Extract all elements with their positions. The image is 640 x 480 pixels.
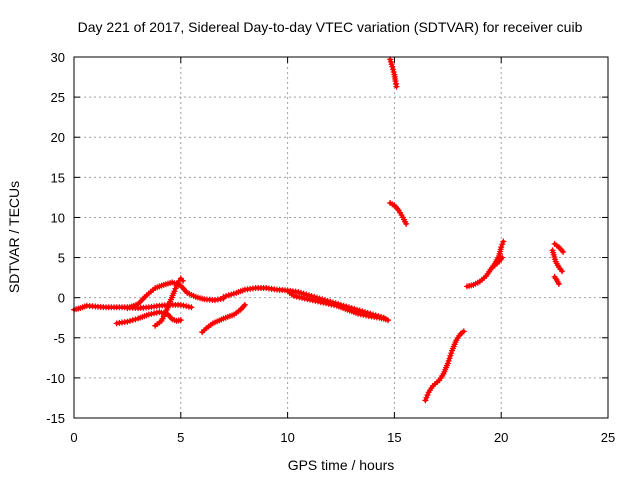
y-tick-label: -10 — [46, 371, 65, 386]
data-point — [145, 311, 152, 318]
series-arc-14 — [549, 247, 566, 275]
data-point — [309, 297, 316, 304]
data-point — [390, 68, 397, 75]
data-point — [555, 281, 562, 288]
series-arc-15 — [551, 273, 562, 288]
x-axis-title: GPS time / hours — [288, 457, 395, 473]
y-tick-label: 10 — [51, 210, 65, 225]
data-point — [188, 304, 195, 311]
data-point — [304, 296, 311, 303]
data-point — [124, 318, 131, 325]
data-point — [303, 291, 310, 298]
data-point — [297, 289, 304, 296]
grid — [74, 57, 608, 418]
series-arc-4 — [152, 275, 186, 329]
series-arc-11 — [464, 238, 507, 290]
data-point — [241, 301, 248, 308]
data-point — [499, 254, 506, 261]
data-point — [460, 328, 467, 335]
series-arc-9 — [387, 200, 410, 227]
data-point — [177, 301, 184, 308]
series-arc-2 — [113, 309, 184, 327]
data-point — [500, 238, 507, 245]
data-point — [173, 282, 180, 289]
x-tick-label: 5 — [177, 430, 184, 445]
data-point — [148, 310, 155, 317]
data-point — [183, 303, 190, 310]
data-point — [185, 303, 192, 310]
data-point — [393, 83, 400, 90]
data-point — [291, 293, 298, 300]
data-point — [424, 392, 431, 399]
data-point — [325, 300, 332, 307]
data-point — [382, 316, 389, 323]
data-point — [308, 293, 315, 300]
data-point — [171, 288, 178, 295]
y-tick-label: 30 — [51, 50, 65, 65]
series-arc-7 — [284, 288, 389, 323]
data-point — [132, 316, 139, 323]
series-arc-8 — [387, 56, 400, 90]
chart-title: Day 221 of 2017, Sidereal Day-to-day VTE… — [78, 19, 583, 35]
data-point — [307, 296, 314, 303]
data-point — [180, 302, 187, 309]
x-tick-label: 10 — [280, 430, 294, 445]
x-tick-label: 15 — [387, 430, 401, 445]
data-point — [305, 292, 312, 299]
data-point — [328, 301, 335, 308]
data-point — [423, 394, 430, 401]
series-arc-10 — [422, 328, 467, 404]
data-point — [296, 294, 303, 301]
x-tick-label: 0 — [70, 430, 77, 445]
data-point — [560, 248, 567, 255]
data-point — [323, 300, 330, 307]
data-point — [363, 312, 370, 319]
data-point — [300, 290, 307, 297]
data-point — [331, 302, 338, 309]
y-axis-title: SDTVAR / TECUs — [6, 181, 22, 293]
x-tick-label: 20 — [494, 430, 508, 445]
data-point — [127, 317, 134, 324]
series-arc-12 — [491, 254, 506, 269]
y-tick-label: 20 — [51, 130, 65, 145]
y-tick-label: 0 — [58, 291, 65, 306]
data-point — [172, 285, 179, 292]
data-point — [301, 295, 308, 302]
data-point — [177, 317, 184, 324]
data-point — [499, 241, 506, 248]
y-tick-label: -5 — [53, 331, 65, 346]
data-point — [498, 244, 505, 251]
data-point — [389, 66, 396, 73]
data-point — [357, 311, 364, 318]
data-point — [355, 310, 362, 317]
series-arc-13 — [551, 240, 567, 255]
data-point — [312, 297, 319, 304]
data-series — [71, 56, 567, 404]
plot-frame — [73, 56, 609, 419]
data-point — [299, 294, 306, 301]
data-point — [151, 310, 158, 317]
data-point — [317, 299, 324, 306]
data-point — [559, 268, 566, 275]
y-tick-label: 15 — [51, 170, 65, 185]
tick-labels: 0 5 10 15 20 25 -15 -10 -5 0 5 10 15 20 25 30 — [46, 50, 615, 445]
data-point — [403, 220, 410, 227]
y-tick-label: -15 — [46, 411, 65, 426]
data-point — [315, 298, 322, 305]
data-point — [179, 277, 186, 284]
axis-ticks — [73, 56, 609, 419]
data-point — [293, 293, 300, 300]
data-point — [389, 63, 396, 70]
x-tick-label: 25 — [601, 430, 615, 445]
y-tick-label: 5 — [58, 251, 65, 266]
data-point — [360, 311, 367, 318]
series-arc-5 — [199, 301, 248, 336]
data-point — [295, 289, 302, 296]
y-tick-label: 25 — [51, 90, 65, 105]
data-point — [320, 299, 327, 306]
data-point — [129, 317, 136, 324]
data-point — [422, 397, 429, 404]
